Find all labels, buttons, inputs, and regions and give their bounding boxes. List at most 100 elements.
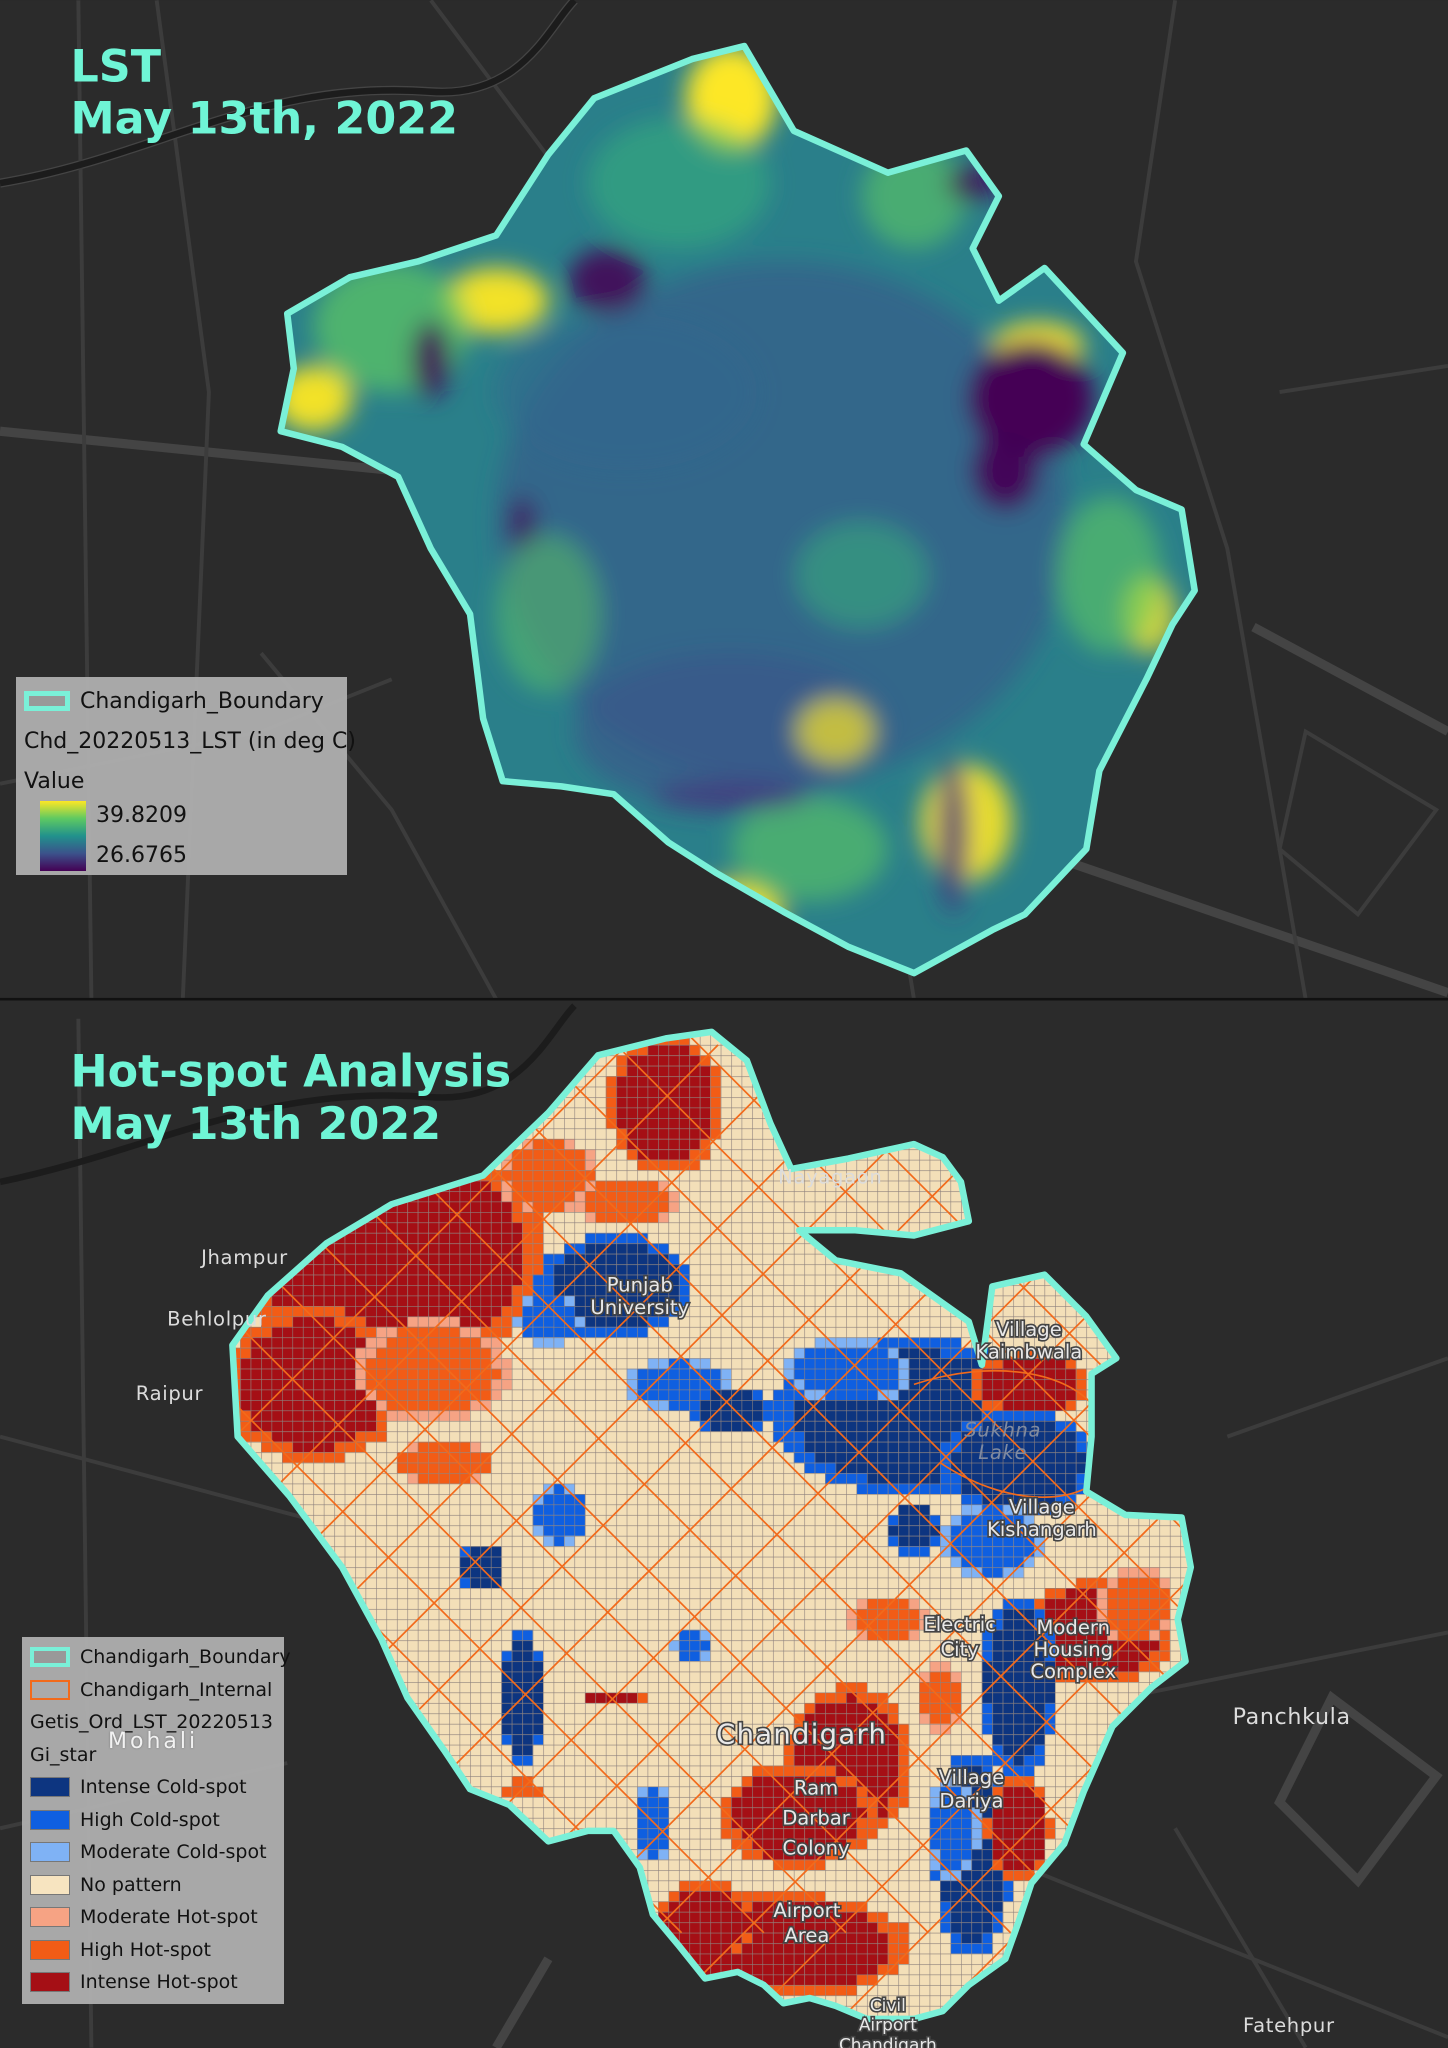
place-airport-area: Airport Area xyxy=(772,1897,843,1948)
sector-line xyxy=(754,1031,1191,1934)
lst-patch xyxy=(937,757,969,915)
sector-line xyxy=(495,1044,1191,2019)
lst-patch xyxy=(443,268,549,334)
sector-line xyxy=(232,1044,993,2019)
lst-patch xyxy=(567,248,647,314)
svg-text:Electric: Electric xyxy=(923,1613,996,1636)
chandigarh-boundary-top xyxy=(277,42,1198,977)
svg-text:Civil: Civil xyxy=(870,1996,906,2016)
legend-band-row: Value xyxy=(16,761,347,801)
river xyxy=(0,1003,577,1186)
legend-class-row: High Hot-spot xyxy=(22,1934,284,1967)
lst-patch xyxy=(496,535,601,693)
sector-line xyxy=(232,1044,628,2019)
boundary-swatch xyxy=(24,691,70,711)
legend-layer-row: Getis_Ord_LST_20220513 xyxy=(22,1706,284,1739)
legend-internal-row: Chandigarh_Internal xyxy=(22,1674,284,1707)
svg-text:Area: Area xyxy=(784,1924,829,1947)
place-punjab-university: Punjab University xyxy=(589,1272,691,1320)
svg-text:Lake: Lake xyxy=(978,1441,1027,1464)
legend-boundary-label: Chandigarh_Boundary xyxy=(80,1646,291,1669)
class-label: Moderate Cold-spot xyxy=(80,1841,267,1864)
place-behlolpur: Behlolpur xyxy=(167,1308,267,1331)
road xyxy=(492,1956,553,2048)
svg-text:Village: Village xyxy=(996,1318,1062,1341)
place-village-dariya: Village Dariya xyxy=(937,1764,1006,1814)
place-civil-airport: Civil Airport Chandigarh xyxy=(837,1994,938,2048)
svg-text:Punjab: Punjab xyxy=(607,1274,673,1297)
class-swatch xyxy=(30,1809,70,1830)
lst-patch xyxy=(574,653,888,810)
lst-patch xyxy=(968,339,1095,458)
svg-text:Housing: Housing xyxy=(1033,1638,1113,1661)
sector-line xyxy=(507,1031,1191,1934)
svg-text:Ram: Ram xyxy=(794,1776,838,1799)
place-modern-housing-complex: Modern Housing Complex xyxy=(1029,1614,1118,1685)
legend-class-row: Intense Cold-spot xyxy=(22,1771,284,1804)
legend-class-row: Moderate Cold-spot xyxy=(22,1836,284,1869)
lst-patch xyxy=(509,496,536,549)
sector-line xyxy=(232,1044,902,2019)
lst-patch xyxy=(652,781,810,813)
sector-line xyxy=(232,1044,1085,2019)
place-village-kaimbwala: Village Kaimbwala xyxy=(974,1316,1084,1364)
legend-internal-label: Chandigarh_Internal xyxy=(80,1678,273,1701)
lst-patch xyxy=(796,522,928,628)
road xyxy=(1277,728,1440,918)
boundary-swatch xyxy=(30,1647,70,1668)
ramp-min-label: 26.6765 xyxy=(96,843,187,868)
road xyxy=(1226,1356,1448,1439)
road xyxy=(1122,1630,1448,1700)
class-label: Intense Hot-spot xyxy=(80,1971,238,1994)
lst-patch xyxy=(587,117,771,249)
sector-line xyxy=(232,1031,765,1934)
class-swatch xyxy=(30,1842,70,1863)
class-swatch xyxy=(30,1939,70,1960)
lst-patch xyxy=(1057,496,1163,654)
legend-boundary-row: Chandigarh_Boundary xyxy=(22,1641,291,1674)
svg-text:City: City xyxy=(940,1638,978,1661)
legend-band-label: Value xyxy=(24,768,85,794)
place-jhampur: Jhampur xyxy=(199,1246,288,1269)
legend-layer-row: Chd_20220513_LST (in deg C) xyxy=(16,721,356,761)
svg-text:University: University xyxy=(590,1296,689,1319)
sector-line xyxy=(232,1031,683,1934)
class-label: High Hot-spot xyxy=(80,1938,211,1961)
lst-date: May 13th, 2022 xyxy=(71,94,458,145)
sector-line xyxy=(586,1044,1191,2019)
svg-text:Darbar: Darbar xyxy=(782,1806,851,1829)
svg-text:Village: Village xyxy=(1009,1496,1075,1519)
lst-patch xyxy=(972,431,1039,510)
legend-field-label: Gi_star xyxy=(30,1743,97,1766)
place-village-kishangarh: Village Kishangarh xyxy=(985,1494,1098,1542)
river xyxy=(0,0,577,187)
sector-line xyxy=(678,1044,1191,2019)
svg-text:Airport: Airport xyxy=(859,2016,917,2036)
class-swatch xyxy=(30,1972,70,1993)
svg-text:Complex: Complex xyxy=(1030,1660,1116,1683)
svg-text:Colony: Colony xyxy=(783,1836,850,1859)
class-swatch xyxy=(30,1907,70,1928)
place-panchkula: Panchkula xyxy=(1233,1704,1351,1730)
svg-text:Kishangarh: Kishangarh xyxy=(987,1518,1097,1541)
place-raipur: Raipur xyxy=(136,1382,204,1405)
road xyxy=(1251,623,1448,736)
svg-text:Modern: Modern xyxy=(1037,1616,1110,1639)
place-electric-city: Electric City xyxy=(922,1612,998,1663)
road xyxy=(1279,364,1448,394)
lst-patch xyxy=(411,320,451,399)
svg-text:Dariya: Dariya xyxy=(939,1789,1003,1812)
hotspot-legend: Chandigarh_Boundary Chandigarh_Internal … xyxy=(22,1637,291,2004)
legend-class-row: Moderate Hot-spot xyxy=(22,1901,284,1934)
class-label: Moderate Hot-spot xyxy=(80,1906,258,1929)
svg-text:Village: Village xyxy=(939,1766,1005,1789)
lst-legend: Chandigarh_Boundary Chd_20220513_LST (in… xyxy=(16,677,356,875)
lst-patch xyxy=(731,796,888,902)
legend-boundary-row: Chandigarh_Boundary xyxy=(16,681,347,721)
sector-line xyxy=(232,1031,929,1934)
place-chandigarh: Chandigarh xyxy=(716,1719,887,1750)
class-label: Intense Cold-spot xyxy=(80,1776,247,1799)
road xyxy=(1173,1827,1308,2048)
place-sukhna-lake: Sukhna Lake xyxy=(964,1419,1040,1464)
